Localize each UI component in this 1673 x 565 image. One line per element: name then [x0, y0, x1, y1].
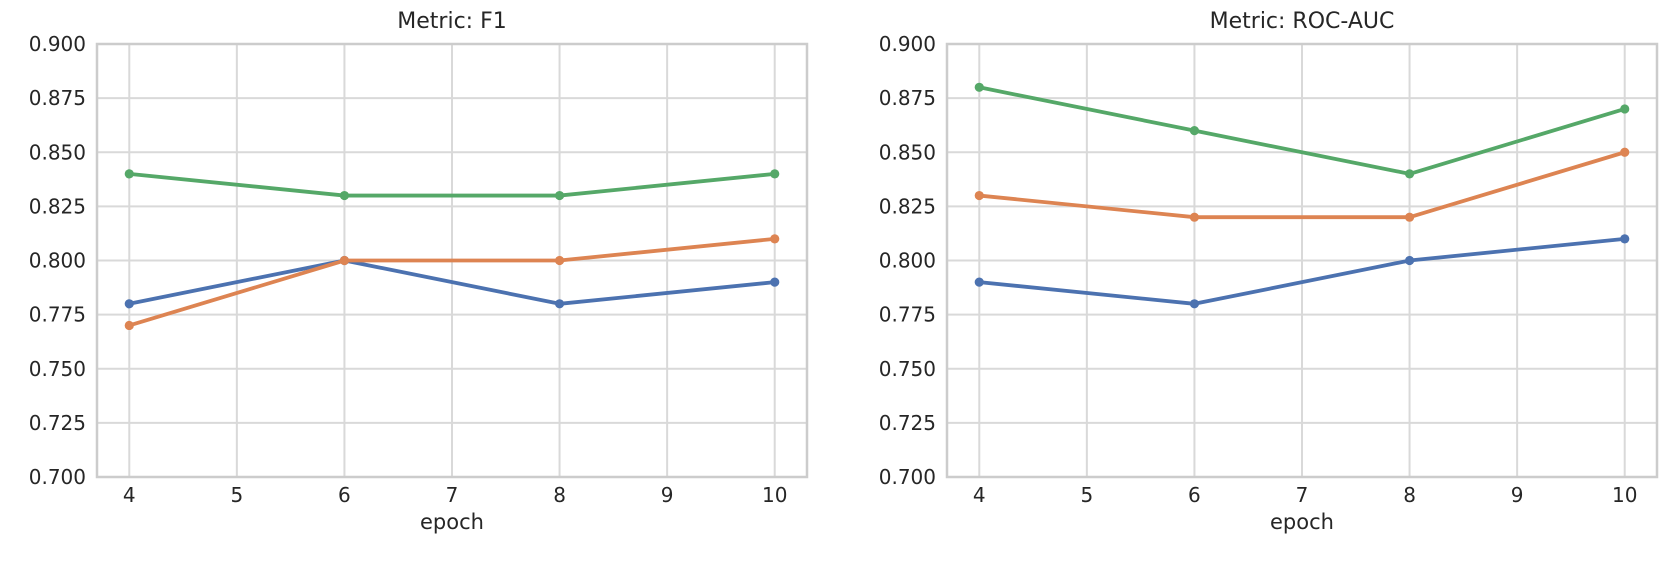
x-tick-label: 9: [661, 483, 674, 507]
series-line-blue: [127, 258, 777, 306]
y-tick-label: 0.750: [879, 357, 936, 381]
data-point-orange: [1404, 212, 1415, 222]
data-point-orange: [1189, 212, 1200, 222]
x-tick-label: 8: [1403, 483, 1416, 507]
series-line-green: [127, 171, 777, 198]
data-point-blue: [1189, 299, 1200, 309]
y-tick-label: 0.725: [29, 411, 86, 435]
y-tick-label: 0.875: [879, 86, 936, 110]
y-tick-label: 0.700: [29, 465, 86, 489]
axes-spines: [95, 42, 809, 479]
x-tick-label: 10: [1612, 483, 1637, 507]
x-axis-label-roc-auc: epoch: [1270, 510, 1334, 534]
chart-title-f1: Metric: F1: [397, 9, 507, 34]
x-tick-label: 5: [230, 483, 243, 507]
x-axis-label-f1: epoch: [420, 510, 484, 534]
y-tick-label: 0.875: [29, 86, 86, 110]
axes-roc-auc: 0.900 0.875 0.850 0.825 0.800 0.775 0.750 0.725…: [879, 32, 1659, 507]
y-tick-label: 0.900: [879, 32, 936, 56]
x-tick-label: 7: [1296, 483, 1309, 507]
data-point-blue: [554, 299, 565, 309]
data-point-orange: [124, 320, 134, 331]
data-point-green: [1404, 169, 1415, 179]
y-tick-label: 0.800: [879, 249, 936, 273]
x-tick-label: 8: [553, 483, 566, 507]
data-point-green: [974, 82, 984, 92]
data-point-orange: [339, 255, 350, 266]
x-tick-label: 6: [338, 483, 351, 507]
series-line-blue: [977, 236, 1627, 306]
x-tick-label: 6: [1188, 483, 1201, 507]
series-line-orange: [127, 236, 777, 328]
data-point-orange: [974, 190, 984, 201]
data-point-orange: [554, 255, 565, 266]
y-tick-label: 0.725: [879, 411, 936, 435]
data-point-blue: [1620, 234, 1630, 244]
y-tick-label: 0.825: [29, 194, 86, 218]
x-tick-label: 9: [1511, 483, 1524, 507]
y-tick-label: 0.850: [879, 140, 936, 164]
x-tick-label: 10: [762, 483, 787, 507]
data-point-blue: [770, 277, 780, 287]
data-point-green: [124, 169, 134, 179]
y-tick-label: 0.775: [879, 303, 936, 327]
axes-spines: [945, 42, 1659, 479]
data-point-blue: [1404, 255, 1415, 266]
axes-f1: 0.900 0.875 0.850 0.825 0.800 0.775 0.750 0.725…: [29, 32, 809, 507]
x-tick-label: 7: [446, 483, 459, 507]
y-tick-label: 0.825: [879, 194, 936, 218]
y-tick-label: 0.775: [29, 303, 86, 327]
data-point-green: [554, 190, 565, 201]
data-point-blue: [974, 277, 984, 287]
data-point-blue: [124, 299, 134, 309]
series-line-orange: [977, 150, 1627, 220]
data-point-green: [339, 190, 350, 201]
data-point-green: [770, 169, 780, 179]
y-tick-label: 0.700: [879, 465, 936, 489]
x-tick-label: 4: [973, 483, 986, 507]
x-tick-label: 4: [123, 483, 136, 507]
data-point-green: [1620, 104, 1630, 114]
data-point-orange: [770, 234, 780, 244]
y-tick-label: 0.800: [29, 249, 86, 273]
y-tick-label: 0.850: [29, 140, 86, 164]
x-tick-label: 5: [1080, 483, 1093, 507]
y-tick-label: 0.750: [29, 357, 86, 381]
y-tick-label: 0.900: [29, 32, 86, 56]
chart-title-roc-auc: Metric: ROC-AUC: [1209, 9, 1395, 34]
series-line-green: [977, 85, 1627, 176]
data-point-orange: [1620, 147, 1630, 157]
data-point-green: [1189, 126, 1200, 136]
